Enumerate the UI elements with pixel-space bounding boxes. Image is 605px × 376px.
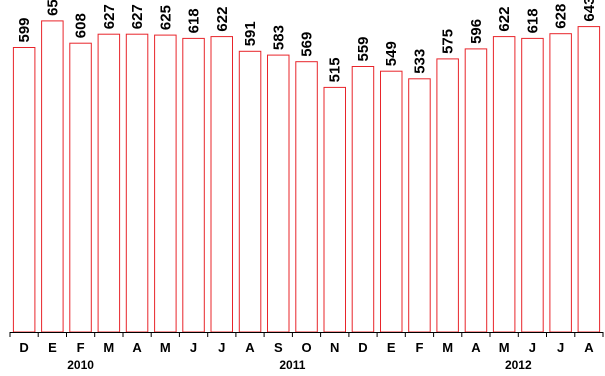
bar-17 bbox=[492, 36, 516, 333]
value-label-13: 549 bbox=[383, 41, 400, 66]
category-label-9: S bbox=[274, 340, 283, 355]
bar-4 bbox=[125, 33, 149, 333]
value-label-3: 627 bbox=[101, 4, 118, 29]
x-axis-ticks bbox=[9, 332, 604, 337]
bar-10 bbox=[295, 61, 318, 333]
value-label-11: 515 bbox=[327, 57, 344, 82]
value-label-9: 583 bbox=[270, 25, 287, 50]
value-label-4: 627 bbox=[129, 4, 146, 29]
bar-15 bbox=[436, 58, 459, 333]
category-label-2: F bbox=[77, 340, 85, 355]
bar-18 bbox=[521, 37, 544, 333]
value-label-14: 533 bbox=[412, 49, 429, 74]
category-label-16: A bbox=[471, 340, 481, 355]
bar-14 bbox=[408, 78, 431, 333]
bar-3 bbox=[97, 33, 121, 333]
category-label-12: D bbox=[358, 340, 367, 355]
value-label-0: 599 bbox=[16, 17, 33, 42]
category-label-4: A bbox=[132, 340, 142, 355]
bar-11 bbox=[323, 86, 346, 333]
bar-16 bbox=[464, 48, 488, 333]
bar-13 bbox=[380, 70, 403, 333]
bar-8 bbox=[238, 50, 262, 333]
bar-6 bbox=[182, 37, 205, 333]
value-label-5: 625 bbox=[157, 5, 174, 30]
bar-20 bbox=[577, 26, 601, 333]
category-label-0: D bbox=[19, 340, 28, 355]
year-label-2010: 2010 bbox=[67, 358, 94, 372]
category-label-5: M bbox=[160, 340, 171, 355]
value-label-1: 655 bbox=[44, 0, 61, 16]
category-label-18: J bbox=[529, 340, 536, 355]
year-labels-group: 2010 2011 2012 bbox=[67, 358, 532, 372]
bar-0 bbox=[12, 47, 36, 333]
category-label-3: M bbox=[103, 340, 114, 355]
category-label-17: M bbox=[499, 340, 510, 355]
category-label-11: N bbox=[330, 340, 339, 355]
value-label-18: 618 bbox=[524, 8, 541, 33]
year-label-2011: 2011 bbox=[279, 358, 305, 372]
value-label-15: 575 bbox=[440, 29, 457, 54]
category-label-8: A bbox=[245, 340, 255, 355]
category-label-15: M bbox=[442, 340, 453, 355]
value-label-19: 628 bbox=[553, 4, 570, 29]
value-label-7: 622 bbox=[214, 7, 231, 32]
bar-5 bbox=[154, 34, 177, 333]
bar-1 bbox=[41, 20, 64, 333]
bars-group bbox=[12, 20, 601, 333]
category-label-14: F bbox=[416, 340, 424, 355]
value-label-6: 618 bbox=[186, 8, 203, 33]
category-label-13: E bbox=[387, 340, 396, 355]
value-labels-group: 599 655 608 627 627 625 618 622 591 583 569 515 559 5… bbox=[16, 0, 598, 82]
bar-2 bbox=[69, 42, 92, 333]
value-label-2: 608 bbox=[73, 13, 90, 38]
bar-19 bbox=[549, 33, 572, 333]
category-label-7: J bbox=[218, 340, 225, 355]
value-label-16: 596 bbox=[468, 19, 485, 44]
category-label-20: A bbox=[584, 340, 594, 355]
bar-9 bbox=[267, 54, 290, 333]
value-label-20: 643 bbox=[581, 0, 598, 22]
category-label-6: J bbox=[190, 340, 197, 355]
category-label-19: J bbox=[557, 340, 564, 355]
value-label-12: 559 bbox=[355, 36, 372, 61]
value-label-17: 622 bbox=[496, 7, 513, 32]
category-label-10: O bbox=[301, 340, 311, 355]
bar-12 bbox=[351, 66, 375, 333]
category-label-1: E bbox=[48, 340, 57, 355]
bar-7 bbox=[210, 36, 233, 333]
value-label-10: 569 bbox=[299, 32, 316, 57]
value-label-8: 591 bbox=[242, 21, 259, 46]
year-label-2012: 2012 bbox=[505, 358, 532, 372]
